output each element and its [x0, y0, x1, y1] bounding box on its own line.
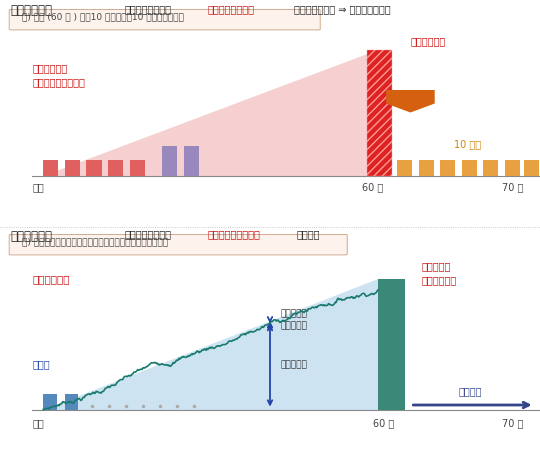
Text: 入社: 入社: [32, 418, 44, 428]
Bar: [108, 160, 123, 176]
Text: 運
用
後
の
年
金
資
産: 運 用 後 の 年 金 資 産: [389, 313, 394, 376]
Bar: [65, 394, 78, 410]
Text: １万円: １万円: [32, 360, 50, 369]
Text: 入社: 入社: [32, 182, 44, 192]
Bar: [483, 160, 498, 176]
Text: 決められた額を拠出: 決められた額を拠出: [208, 230, 261, 239]
FancyBboxPatch shape: [9, 9, 320, 30]
Bar: [367, 50, 392, 176]
Text: 年金給付: 年金給付: [458, 387, 482, 396]
Text: 確定給付年金: 確定給付年金: [11, 4, 53, 18]
Bar: [130, 160, 145, 176]
Text: 例) 将来の年金給付のため、在職中、毎月１万円を拠出する: 例) 将来の年金給付のため、在職中、毎月１万円を拠出する: [22, 238, 168, 247]
Text: 掛金は運用や
基礎率見直しで変動: 掛金は運用や 基礎率見直しで変動: [32, 63, 85, 87]
Bar: [43, 394, 57, 410]
Text: 拠出金累計: 拠出金累計: [281, 361, 308, 370]
Text: 70 歳: 70 歳: [502, 418, 524, 428]
Bar: [86, 160, 102, 176]
Text: 10 万円: 10 万円: [454, 140, 481, 149]
Bar: [505, 160, 520, 176]
Text: 例) 定年 (60 歳 ) から10 年間、毎年10 万円を支給する: 例) 定年 (60 歳 ) から10 年間、毎年10 万円を支給する: [22, 12, 184, 21]
Text: 給付額は固定: 給付額は固定: [410, 36, 445, 46]
Text: を支給する制度 ⇒ 従来の企業年金: を支給する制度 ⇒ 従来の企業年金: [294, 4, 391, 14]
Text: 分割: 分割: [406, 91, 415, 100]
Text: 運用次第で
給付額が決定: 運用次第で 給付額が決定: [421, 261, 456, 285]
FancyBboxPatch shape: [9, 234, 347, 255]
Text: する制度: する制度: [297, 230, 321, 239]
Text: 年
金
原
資: 年 金 原 資: [377, 58, 382, 99]
Bar: [162, 146, 177, 176]
Text: 従業員の在職中に: 従業員の在職中に: [124, 230, 171, 239]
Bar: [418, 160, 434, 176]
Polygon shape: [43, 279, 378, 410]
Text: 60 歳: 60 歳: [373, 418, 394, 428]
Text: 確定拠出年金: 確定拠出年金: [11, 230, 53, 243]
Bar: [184, 146, 199, 176]
Polygon shape: [386, 90, 435, 112]
Bar: [524, 160, 539, 176]
Bar: [43, 160, 58, 176]
Text: 60 歳: 60 歳: [362, 182, 383, 192]
Bar: [440, 160, 455, 176]
Polygon shape: [43, 50, 378, 176]
Text: 拠出額は固定: 拠出額は固定: [32, 274, 70, 284]
Bar: [65, 160, 80, 176]
Text: 70 歳: 70 歳: [502, 182, 524, 192]
Bar: [397, 160, 412, 176]
Text: 自己責任に
よる運用益: 自己責任に よる運用益: [281, 310, 308, 330]
Bar: [367, 50, 392, 176]
Bar: [462, 160, 477, 176]
Text: 従業員の退職後に: 従業員の退職後に: [124, 4, 171, 14]
Bar: [378, 279, 405, 410]
Text: 決められた年金額: 決められた年金額: [208, 4, 255, 14]
